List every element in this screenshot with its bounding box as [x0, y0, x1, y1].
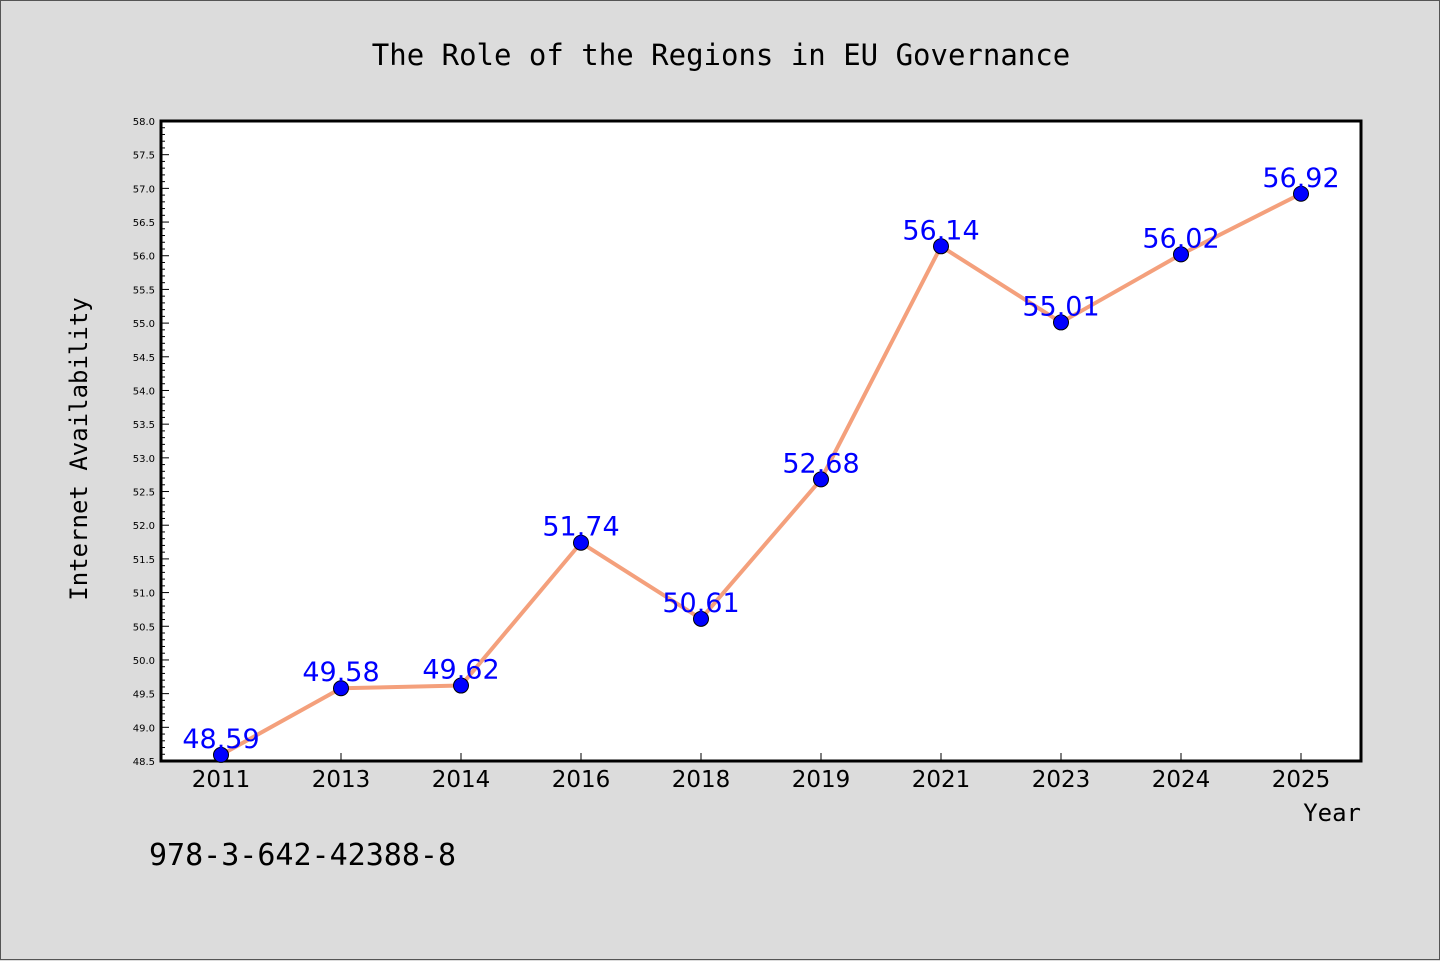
data-label: 50.61 — [662, 588, 739, 619]
y-tick-label: 50.0 — [133, 656, 155, 667]
y-tick-label: 54.0 — [133, 386, 155, 397]
x-tick-label: 2023 — [1032, 767, 1091, 793]
y-tick-label: 55.5 — [133, 285, 155, 296]
y-tick-label: 52.0 — [133, 521, 155, 532]
y-tick-label: 52.5 — [133, 488, 155, 499]
y-tick-label: 49.0 — [133, 723, 155, 734]
data-point-marker — [1053, 314, 1069, 331]
x-tick-label: 2025 — [1272, 767, 1331, 793]
data-label: 49.62 — [422, 655, 499, 686]
x-tick-label: 2018 — [672, 767, 731, 793]
x-axis: 2011 2013 2014 2016 2018 2019 2021 2023 2024 2025 — [192, 753, 1331, 793]
data-label: 56.92 — [1262, 163, 1339, 194]
data-label: 48.59 — [182, 724, 259, 755]
y-tick-label: 56.5 — [133, 218, 155, 229]
data-label: 56.14 — [902, 215, 979, 246]
data-label: 52.68 — [782, 448, 859, 479]
y-tick-label: 53.0 — [133, 454, 155, 465]
y-tick-label: 58.0 — [133, 117, 155, 128]
data-label: 55.01 — [1022, 291, 1099, 322]
x-tick-label: 2014 — [432, 767, 491, 793]
y-tick-label: 55.0 — [133, 319, 155, 330]
data-labels-group: 48.59 49.58 49.62 51.74 50.61 52.68 56.14 55.01… — [182, 163, 1339, 755]
y-tick-label: 57.5 — [133, 151, 155, 162]
y-tick-label: 54.5 — [133, 353, 155, 364]
data-point-marker — [453, 677, 469, 694]
chart-title: The Role of the Regions in EU Governance — [372, 38, 1070, 72]
data-point-marker — [573, 534, 589, 551]
y-tick-label: 51.5 — [133, 555, 155, 566]
y-tick-label: 49.5 — [133, 690, 155, 701]
isbn-text: 978-3-642-42388-8 — [149, 838, 456, 873]
data-point-marker — [333, 680, 349, 697]
x-tick-label: 2013 — [312, 767, 371, 793]
data-label: 56.02 — [1142, 223, 1219, 254]
data-point-marker — [1293, 185, 1309, 202]
x-tick-label: 2021 — [912, 767, 971, 793]
x-tick-label: 2011 — [192, 767, 251, 793]
x-tick-label: 2016 — [552, 767, 611, 793]
x-axis-label: Year — [1303, 799, 1361, 827]
markers-group — [213, 185, 1309, 763]
y-axis: 48.5 49.0 49.5 50.0 50.5 51.0 51.5 52.0 52.5 53.0… — [133, 117, 169, 768]
series-line — [220, 191, 1302, 757]
x-tick-label: 2024 — [1152, 767, 1211, 793]
data-point-marker — [1173, 246, 1189, 263]
data-point-marker — [813, 471, 829, 488]
y-tick-label: 50.5 — [133, 622, 155, 633]
data-label: 51.74 — [542, 512, 619, 543]
data-label: 49.58 — [302, 657, 379, 688]
data-point-marker — [693, 610, 709, 627]
y-axis-label: Internet Availability — [65, 297, 93, 600]
y-tick-label: 57.0 — [133, 184, 155, 195]
y-tick-label: 56.0 — [133, 252, 155, 263]
y-tick-label: 51.0 — [133, 589, 155, 600]
data-point-marker — [933, 238, 949, 255]
plot-area — [159, 119, 1363, 763]
y-tick-label: 53.5 — [133, 420, 155, 431]
data-point-marker — [213, 746, 229, 763]
series-line-group — [220, 191, 1302, 757]
x-tick-label: 2019 — [792, 767, 851, 793]
y-tick-label: 48.5 — [133, 757, 155, 768]
